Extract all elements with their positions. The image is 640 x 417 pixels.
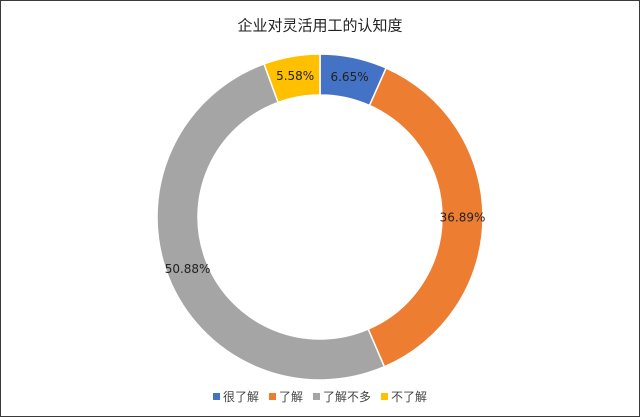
legend-item: 很了解 — [212, 388, 259, 405]
data-label: 6.65% — [330, 70, 368, 84]
doughnut-segment — [367, 67, 484, 368]
legend-swatch — [313, 393, 320, 400]
legend: 很了解 了解 了解不多 不了解 — [0, 388, 640, 405]
legend-item: 不了解 — [381, 388, 427, 405]
doughnut-segment — [263, 53, 321, 104]
legend-label: 了解 — [278, 390, 303, 404]
legend-label: 很了解 — [222, 390, 259, 404]
data-label: 50.88% — [165, 262, 211, 276]
chart-title: 企业对灵活用工的认知度 — [237, 17, 402, 35]
legend-label: 了解不多 — [323, 390, 372, 404]
legend-label: 不了解 — [391, 390, 428, 404]
legend-swatch — [381, 393, 389, 400]
legend-swatch — [212, 393, 220, 400]
legend-swatch — [268, 393, 276, 400]
data-label: 5.58% — [276, 69, 314, 83]
legend-item: 了解不多 — [313, 388, 371, 405]
legend-item: 了解 — [268, 388, 303, 405]
doughnut-segment — [156, 62, 386, 381]
data-label: 36.89% — [440, 210, 486, 224]
